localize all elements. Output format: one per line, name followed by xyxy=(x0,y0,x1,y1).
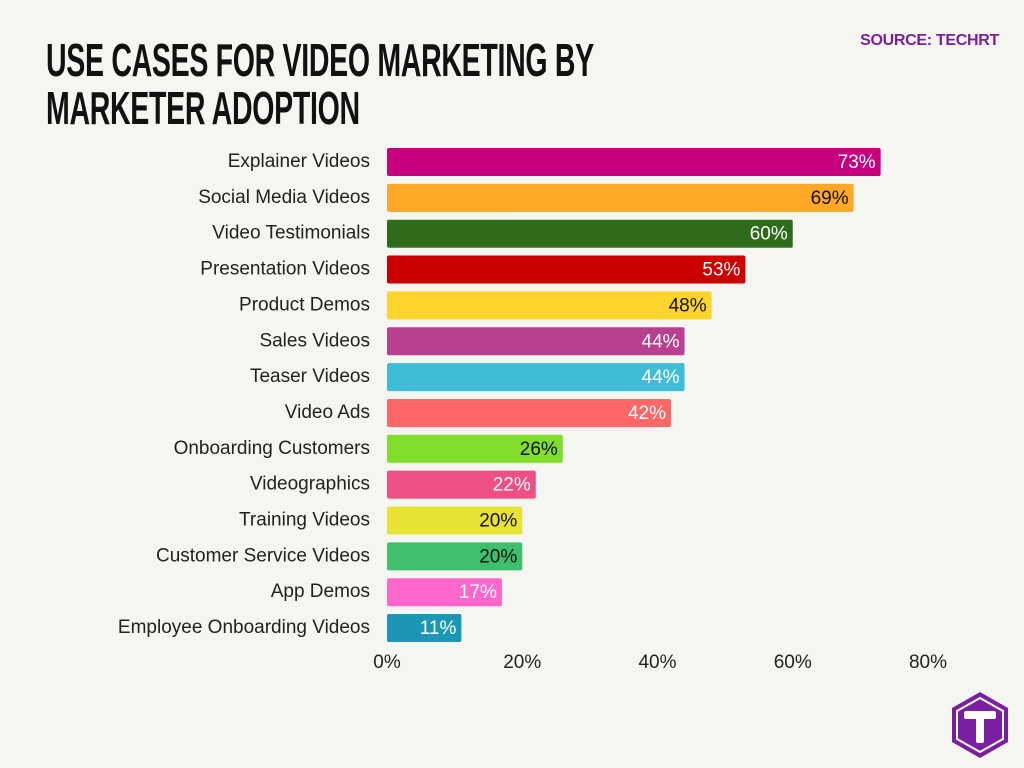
y-tick-label: Social Media Videos xyxy=(198,187,370,208)
logo xyxy=(952,692,1008,758)
x-tick-label: 40% xyxy=(638,652,676,673)
value-label: 73% xyxy=(838,152,876,173)
y-tick-label: Training Videos xyxy=(239,510,370,531)
bar xyxy=(387,148,881,176)
value-label: 11% xyxy=(420,618,457,639)
bar xyxy=(387,578,502,607)
y-tick-label: Teaser Videos xyxy=(250,366,370,387)
bar xyxy=(387,506,523,535)
x-tick-label: 0% xyxy=(373,652,401,673)
bar xyxy=(387,470,536,499)
y-tick-label: Product Demos xyxy=(239,294,370,315)
chart-title: USE CASES FOR VIDEO MARKETING BY MARKETE… xyxy=(46,34,594,134)
y-tick-label: App Demos xyxy=(271,581,370,602)
y-tick-label: Video Ads xyxy=(285,402,370,423)
y-tick-label: Videographics xyxy=(250,474,370,495)
y-tick-label: Employee Onboarding Videos xyxy=(118,617,370,638)
y-tick-label: Onboarding Customers xyxy=(174,438,370,459)
bar xyxy=(387,255,746,284)
y-tick-label: Customer Service Videos xyxy=(156,545,370,566)
value-label: 53% xyxy=(702,260,740,281)
value-label: 44% xyxy=(642,331,680,352)
y-tick-label: Video Testimonials xyxy=(212,223,370,244)
x-tick-label: 60% xyxy=(774,652,812,673)
y-tick-label: Sales Videos xyxy=(259,330,370,351)
x-tick-label: 80% xyxy=(909,652,947,673)
x-tick-label: 20% xyxy=(503,652,541,673)
value-label: 69% xyxy=(811,188,849,209)
value-label: 17% xyxy=(459,582,497,603)
value-label: 20% xyxy=(479,511,517,532)
bar xyxy=(387,614,462,643)
value-label: 44% xyxy=(642,367,680,388)
bar xyxy=(387,183,854,212)
bar xyxy=(387,291,712,320)
bar xyxy=(387,434,563,463)
value-label: 42% xyxy=(628,403,666,424)
value-label: 22% xyxy=(493,475,531,496)
y-tick-label: Explainer Videos xyxy=(228,151,370,172)
bar xyxy=(387,398,672,427)
value-label: 60% xyxy=(750,224,788,245)
bar xyxy=(387,542,523,571)
value-label: 20% xyxy=(479,546,517,567)
bar xyxy=(387,363,685,392)
y-tick-label: Presentation Videos xyxy=(200,259,370,280)
bar xyxy=(387,327,685,356)
value-label: 26% xyxy=(520,439,558,460)
bar xyxy=(387,219,793,248)
value-label: 48% xyxy=(669,295,707,316)
source: SOURCE: TECHRT xyxy=(860,32,999,49)
